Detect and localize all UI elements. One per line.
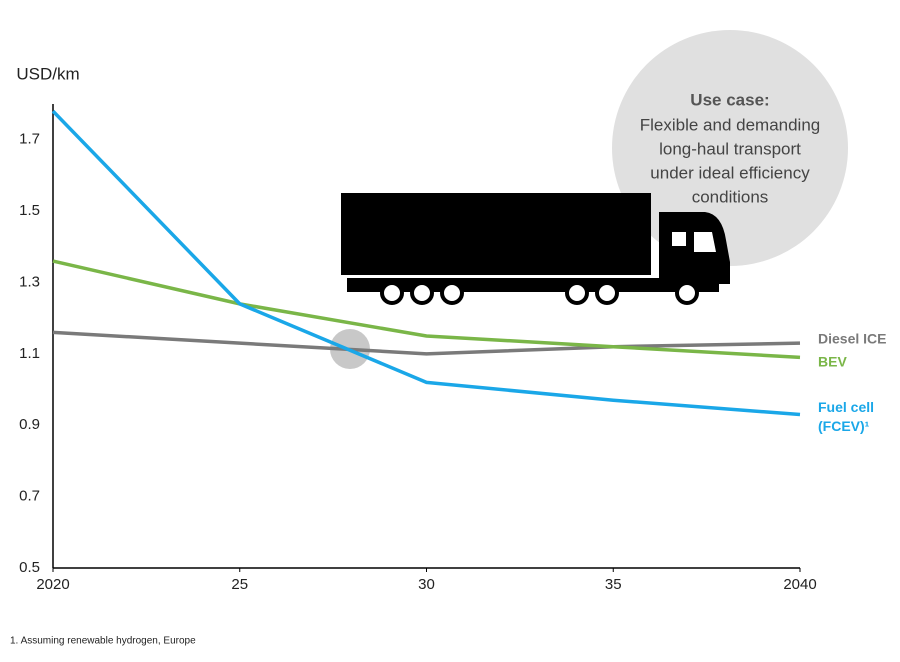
legend-label: Fuel cell (FCEV)¹ [818, 399, 878, 434]
y-axis-label: USD/km [16, 64, 79, 83]
annotation-title: Use case: [690, 90, 769, 109]
footnote: 1. Assuming renewable hydrogen, Europe [10, 636, 196, 647]
y-tick-label: 1.1 [19, 345, 40, 362]
annotation-line: long-haul transport [659, 139, 801, 158]
x-tick-label: 2020 [36, 576, 69, 593]
x-tick-label: 25 [231, 576, 248, 593]
series-line [52, 330, 801, 356]
y-tick-label: 0.5 [19, 559, 40, 576]
y-tick-label: 1.7 [19, 131, 40, 148]
x-tick-label: 30 [418, 576, 435, 593]
annotation: Use case: Flexible and demanding long-haul… [640, 90, 821, 206]
x-tick-label: 35 [605, 576, 622, 593]
annotation-line: conditions [692, 187, 769, 206]
legend-label: Diesel ICE [818, 331, 886, 347]
annotation-line: Flexible and demanding [640, 115, 821, 134]
series-line [52, 259, 801, 360]
y-tick-label: 1.3 [19, 273, 40, 290]
annotation-bubble [612, 30, 848, 266]
y-tick-label: 0.7 [19, 488, 40, 505]
x-tick-label: 2040 [783, 576, 816, 593]
truck-icon [341, 193, 730, 305]
legend-label: BEV [818, 354, 847, 370]
y-tick-label: 0.9 [19, 416, 40, 433]
annotation-line: under ideal efficiency [650, 163, 810, 182]
series-line [51, 109, 801, 417]
y-tick-label: 1.5 [19, 202, 40, 219]
